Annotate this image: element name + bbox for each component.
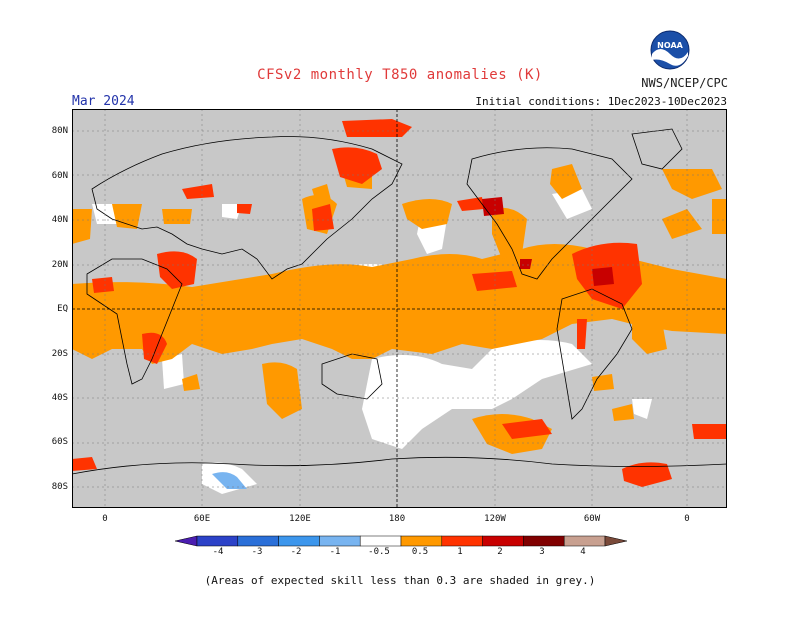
colorbar-segment [237,535,279,547]
initial-conditions: Initial conditions: 1Dec2023-10Dec2023 [475,95,727,108]
colorbar-segment [523,535,565,547]
colorbar-label: -3 [251,547,263,557]
colorbar-segment [441,535,483,547]
colorbar-segment [482,535,524,547]
logo-text: NOAA [657,41,683,50]
colorbar-label: 2 [497,547,503,557]
lat-lon-grid [72,109,727,508]
colorbar-segment [278,535,320,547]
colorbar-label: -2 [290,547,302,557]
lat-label: 60N [51,171,68,181]
lat-label: 20S [51,349,68,359]
lat-label: EQ [57,304,68,314]
colorbar-segment [359,535,402,547]
map-frame [72,109,727,508]
noaa-logo-icon: NOAA [650,30,690,70]
lon-label: 60W [583,514,601,524]
lat-label: 40S [51,393,68,403]
colorbar-segment [400,535,443,547]
equator-dateline [72,109,727,508]
colorbar-label: 3 [539,547,545,557]
colorbar [175,535,627,547]
colorbar-segment [175,535,198,547]
colorbar-segment [604,535,627,547]
colorbar-segment [563,535,606,547]
lon-label: 0 [102,514,108,524]
lat-label: 80N [51,126,68,136]
forecast-month: Mar 2024 [72,94,135,109]
colorbar-label: -4 [212,547,224,557]
colorbar-segment [196,535,239,547]
colorbar-label: 0.5 [411,547,429,557]
colorbar-label: -0.5 [368,547,390,557]
lon-label: 120E [289,514,311,524]
lon-label: 120W [484,514,506,524]
footnote: (Areas of expected skill less than 0.3 a… [204,574,596,587]
lat-label: 20N [51,260,68,270]
lat-label: 40N [51,215,68,225]
lon-label: 0 [684,514,690,524]
colorbar-label: 1 [457,547,463,557]
lon-label: 180 [388,514,406,524]
colorbar-segment [319,535,361,547]
lon-label: 60E [193,514,211,524]
lat-label: 80S [51,482,68,492]
map-title: CFSv2 monthly T850 anomalies (K) [257,67,543,83]
lat-label: 60S [51,437,68,447]
agency-label: NWS/NCEP/CPC [641,76,728,90]
anomaly-map [72,109,727,508]
negative-anomaly-area [212,472,247,489]
colorbar-label: -1 [329,547,341,557]
colorbar-label: 4 [580,547,586,557]
